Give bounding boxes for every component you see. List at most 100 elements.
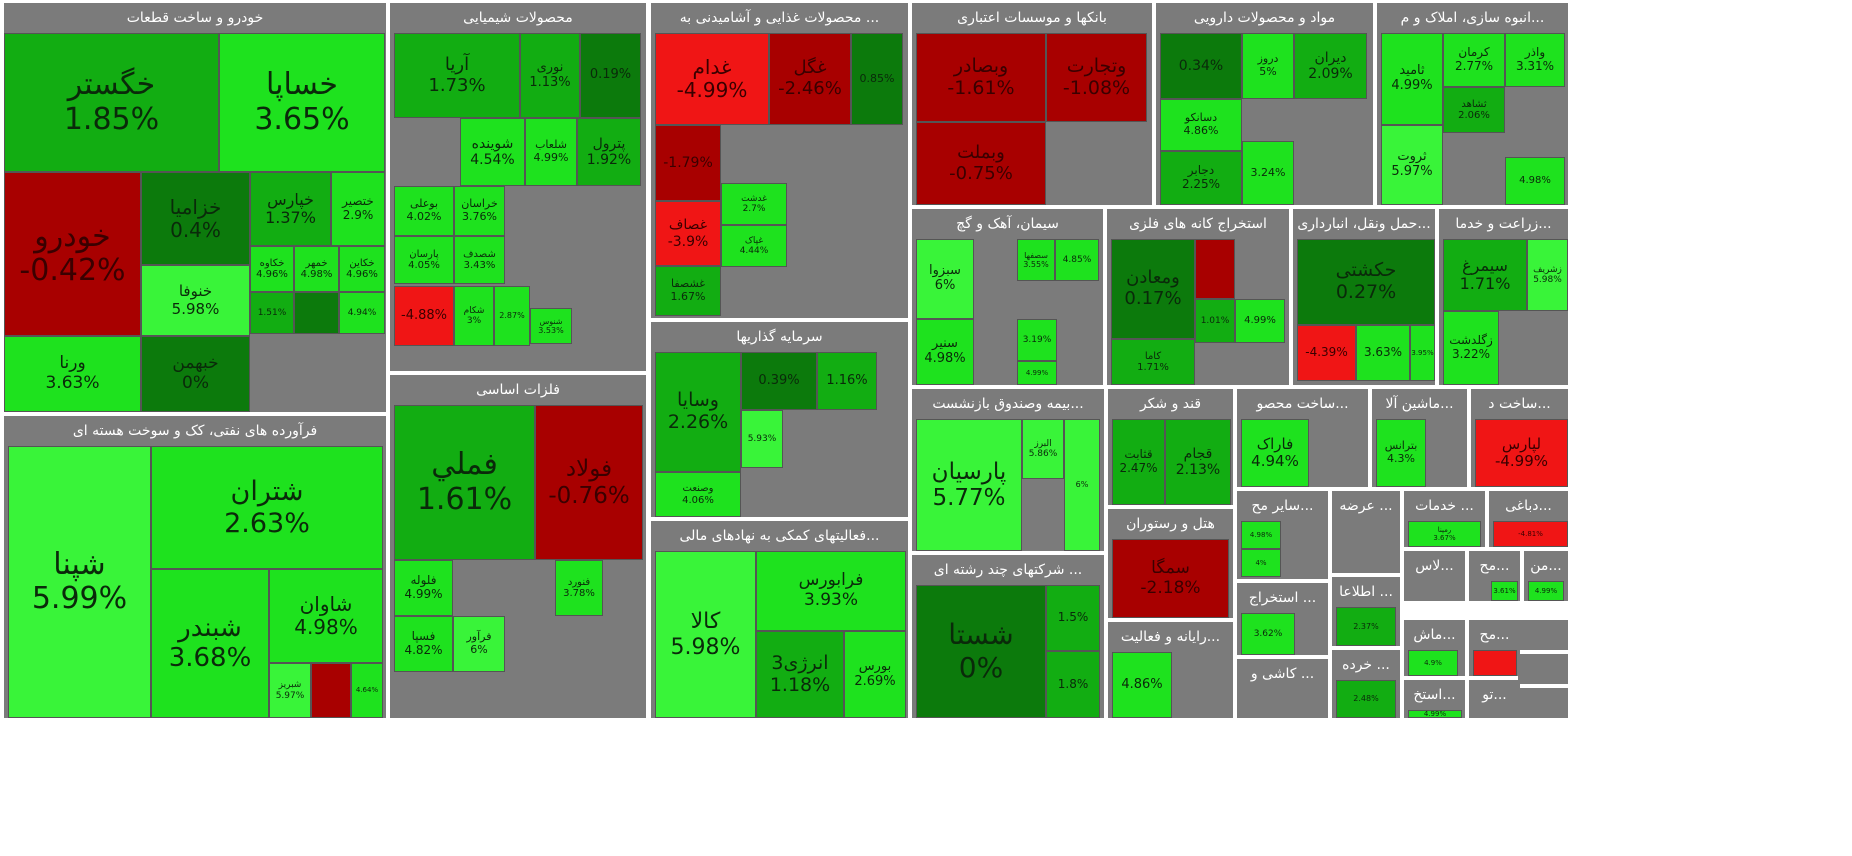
- stock-tile[interactable]: سیمرغ 1.71%: [1443, 239, 1527, 311]
- stock-tile[interactable]: شبندر 3.68%: [151, 569, 269, 718]
- stock-tile[interactable]: غدشت 2.7%: [721, 183, 787, 225]
- stock-tile[interactable]: 0.39%: [741, 352, 817, 410]
- stock-tile[interactable]: 4.94%: [339, 292, 385, 334]
- stock-tile[interactable]: پارسان 4.05%: [394, 236, 454, 284]
- stock-tile[interactable]: آریا 1.73%: [394, 33, 520, 118]
- stock-tile[interactable]: سصفها 3.55%: [1017, 239, 1055, 281]
- stock-tile[interactable]: زشریف 5.98%: [1527, 239, 1568, 311]
- stock-tile[interactable]: خگستر 1.85%: [4, 33, 219, 172]
- stock-tile[interactable]: خکاوه 4.96%: [250, 246, 294, 292]
- stock-tile[interactable]: شلعاب 4.99%: [525, 118, 577, 186]
- stock-tile[interactable]: غگل -2.46%: [769, 33, 851, 125]
- stock-tile[interactable]: بترانس 4.3%: [1376, 419, 1426, 487]
- stock-tile[interactable]: وصنعت 4.06%: [655, 472, 741, 517]
- stock-tile[interactable]: -4.81%: [1493, 521, 1568, 547]
- stock-tile[interactable]: وتجارت -1.08%: [1046, 33, 1147, 122]
- stock-tile[interactable]: کرمان 2.77%: [1443, 33, 1505, 87]
- stock-tile[interactable]: 3.24%: [1242, 141, 1294, 205]
- stock-tile[interactable]: 3.95%: [1410, 325, 1435, 381]
- stock-tile[interactable]: 2.87%: [494, 286, 530, 346]
- stock-tile[interactable]: سنیر 4.98%: [916, 319, 974, 385]
- stock-tile[interactable]: فلوله 4.99%: [394, 560, 453, 616]
- stock-tile[interactable]: کاما 1.71%: [1111, 339, 1195, 385]
- stock-tile[interactable]: [1195, 239, 1235, 299]
- stock-tile[interactable]: 4.86%: [1112, 652, 1172, 718]
- stock-tile[interactable]: فولاد -0.76%: [535, 405, 643, 560]
- stock-tile[interactable]: بورس 2.69%: [844, 631, 906, 718]
- stock-tile[interactable]: خراسان 3.76%: [454, 186, 505, 236]
- stock-tile[interactable]: 4.64%: [351, 663, 383, 718]
- stock-tile[interactable]: شوینده 4.54%: [460, 118, 525, 186]
- stock-tile[interactable]: دروز 5%: [1242, 33, 1294, 99]
- stock-tile[interactable]: نوری 1.13%: [520, 33, 580, 118]
- stock-tile[interactable]: ثروت 5.97%: [1381, 125, 1443, 205]
- stock-tile[interactable]: فملي 1.61%: [394, 405, 535, 560]
- stock-tile[interactable]: فرابورس 3.93%: [756, 551, 906, 631]
- stock-tile[interactable]: غپاک 4.44%: [721, 225, 787, 267]
- stock-tile[interactable]: 1.51%: [250, 292, 294, 334]
- stock-tile[interactable]: شصدف 3.43%: [454, 236, 505, 284]
- stock-tile[interactable]: وبصادر -1.61%: [916, 33, 1046, 122]
- stock-tile[interactable]: 1.16%: [817, 352, 877, 410]
- stock-tile[interactable]: شپنا 5.99%: [8, 446, 151, 718]
- stock-tile[interactable]: 2.48%: [1336, 680, 1396, 718]
- stock-tile[interactable]: ثشاهد 2.06%: [1443, 87, 1505, 133]
- stock-tile[interactable]: پارسیان 5.77%: [916, 419, 1022, 551]
- stock-tile[interactable]: 0.85%: [851, 33, 903, 125]
- stock-tile[interactable]: 4.99%: [1408, 710, 1462, 718]
- stock-tile[interactable]: 1.01%: [1195, 299, 1235, 343]
- stock-tile[interactable]: غشصفا 1.67%: [655, 266, 721, 316]
- stock-tile[interactable]: -4.88%: [394, 286, 454, 346]
- stock-tile[interactable]: خنوفا 5.98%: [141, 265, 250, 336]
- stock-tile[interactable]: پترول 1.92%: [577, 118, 641, 186]
- stock-tile[interactable]: شکام 3%: [454, 286, 494, 346]
- stock-tile[interactable]: 3.63%: [1356, 325, 1410, 381]
- stock-tile[interactable]: قثابت 2.47%: [1112, 419, 1165, 505]
- stock-tile[interactable]: خبهمن 0%: [141, 336, 250, 412]
- stock-tile[interactable]: خساپا 3.65%: [219, 33, 385, 172]
- stock-tile[interactable]: خپارس 1.37%: [250, 172, 331, 246]
- stock-tile[interactable]: 5.93%: [741, 410, 783, 468]
- stock-tile[interactable]: 6%: [1064, 419, 1100, 551]
- stock-tile[interactable]: ومعادن 0.17%: [1111, 239, 1195, 339]
- stock-tile[interactable]: رمپنا 3.67%: [1408, 521, 1481, 547]
- stock-tile[interactable]: 4.85%: [1055, 239, 1099, 281]
- stock-tile[interactable]: [1473, 650, 1517, 676]
- stock-tile[interactable]: فسپا 4.82%: [394, 616, 453, 672]
- stock-tile[interactable]: 4.99%: [1235, 299, 1285, 343]
- stock-tile[interactable]: فنورد 3.78%: [555, 560, 603, 616]
- stock-tile[interactable]: غصاف -3.9%: [655, 201, 721, 266]
- stock-tile[interactable]: 2.37%: [1336, 607, 1396, 646]
- stock-tile[interactable]: 4.99%: [1017, 361, 1057, 385]
- stock-tile[interactable]: [311, 663, 351, 718]
- stock-tile[interactable]: شبریز 5.97%: [269, 663, 311, 718]
- stock-tile[interactable]: 4.99%: [1528, 581, 1564, 601]
- stock-tile[interactable]: زگلدشت 3.22%: [1443, 311, 1499, 385]
- stock-tile[interactable]: البرز 5.86%: [1022, 419, 1064, 479]
- stock-tile[interactable]: شنوس 3.53%: [530, 308, 572, 344]
- stock-tile[interactable]: واذر 3.31%: [1505, 33, 1565, 87]
- stock-tile[interactable]: فاراک 4.94%: [1241, 419, 1309, 487]
- stock-tile[interactable]: 4.98%: [1241, 521, 1281, 549]
- stock-tile[interactable]: -4.39%: [1297, 325, 1356, 381]
- stock-tile[interactable]: دسانکو 4.86%: [1160, 99, 1242, 151]
- stock-tile[interactable]: دیران 2.09%: [1294, 33, 1367, 99]
- stock-tile[interactable]: 4.98%: [1505, 157, 1565, 205]
- stock-tile[interactable]: شاوان 4.98%: [269, 569, 383, 663]
- stock-tile[interactable]: 3.61%: [1491, 581, 1518, 601]
- stock-tile[interactable]: 4.9%: [1408, 650, 1458, 676]
- stock-tile[interactable]: 3.19%: [1017, 319, 1057, 361]
- stock-tile[interactable]: سبزوا 6%: [916, 239, 974, 319]
- stock-tile[interactable]: خزامیا 0.4%: [141, 172, 250, 265]
- stock-tile[interactable]: حکشتی 0.27%: [1297, 239, 1435, 325]
- stock-tile[interactable]: خکاین 4.96%: [339, 246, 385, 292]
- stock-tile[interactable]: 1.8%: [1046, 651, 1100, 718]
- stock-tile[interactable]: 1.5%: [1046, 585, 1100, 651]
- stock-tile[interactable]: دجابر 2.25%: [1160, 151, 1242, 205]
- stock-tile[interactable]: شتران 2.63%: [151, 446, 383, 569]
- stock-tile[interactable]: خمهر 4.98%: [294, 246, 339, 292]
- stock-tile[interactable]: 4%: [1241, 549, 1281, 577]
- stock-tile[interactable]: انرژی3 1.18%: [756, 631, 844, 718]
- stock-tile[interactable]: قجام 2.13%: [1165, 419, 1231, 505]
- stock-tile[interactable]: غدام -4.99%: [655, 33, 769, 125]
